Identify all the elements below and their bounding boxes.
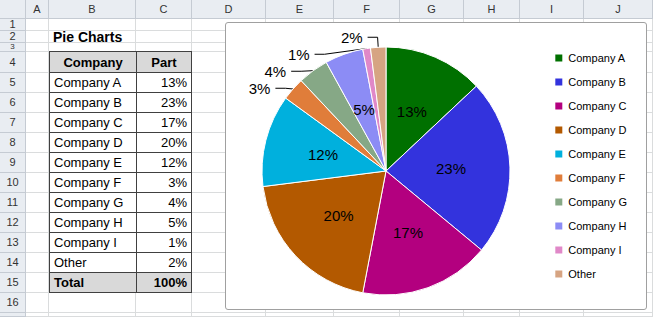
html-text:8: 8 [9,136,16,148]
html-text:Part: Part [151,54,177,70]
html-text:J: J [615,3,621,15]
html-text:H: H [487,3,496,15]
html-text:13: 13 [6,236,19,248]
html-text:5%: 5% [168,215,187,230]
svg-text:Company B: Company B [568,76,625,88]
svg-text:17%: 17% [393,224,423,241]
html-text:15: 15 [6,276,19,288]
html-text:Company B: Company B [54,95,122,110]
html-text:16: 16 [6,296,19,308]
html-text:Company A: Company A [54,75,122,90]
svg-text:Company G: Company G [568,196,627,208]
html-text:20%: 20% [161,135,187,150]
html-text:2%: 2% [168,255,187,270]
html-text:Company C: Company C [54,115,123,130]
svg-text:Company E: Company E [568,148,625,160]
svg-text:4%: 4% [264,63,286,80]
svg-text:13%: 13% [397,103,427,120]
svg-text:Company F: Company F [568,172,625,184]
html-text:23%: 23% [161,95,187,110]
html-text:13%: 13% [161,75,187,90]
html-text:100%: 100% [153,275,187,290]
svg-text:Company C: Company C [568,100,626,112]
svg-text:12%: 12% [308,146,338,163]
html-text:12%: 12% [161,155,187,170]
html-text:2: 2 [9,30,16,42]
html-text:3%: 3% [168,175,187,190]
html-text:A: A [33,3,41,15]
html-text:Company G: Company G [54,195,124,210]
svg-text:3%: 3% [249,80,271,97]
html-text:5: 5 [9,76,16,88]
html-text:Company H: Company H [54,215,123,230]
html-text:G: G [427,3,436,15]
html-text:Company: Company [63,54,123,70]
html-text:1: 1 [9,18,16,30]
html-text:4: 4 [9,56,16,68]
html-text:3: 3 [10,42,15,51]
html-text:7: 7 [9,116,16,128]
svg-text:20%: 20% [324,207,354,224]
html-text:C: C [159,3,168,15]
html-text:9: 9 [9,156,16,168]
html-text:11: 11 [6,196,19,208]
html-text:12: 12 [6,216,19,228]
html-text:I: I [550,3,553,15]
html-text:Company I: Company I [54,235,117,250]
svg-text:Company D: Company D [568,124,626,136]
html-text:Company F: Company F [54,175,122,190]
svg-text:2%: 2% [341,29,363,46]
svg-text:Company H: Company H [568,220,626,232]
html-text:Total: Total [54,275,85,290]
html-text:F: F [363,3,370,15]
html-text:B: B [88,3,96,15]
svg-text:Company A: Company A [568,52,626,64]
html-text:Company E: Company E [54,155,122,170]
html-text:4%: 4% [168,195,187,210]
svg-text:1%: 1% [288,46,310,63]
html-text:D: D [224,3,233,15]
svg-text:Other: Other [568,268,596,280]
html-text:6: 6 [9,96,16,108]
html-text:Company D: Company D [54,135,123,150]
svg-text:5%: 5% [353,101,375,118]
html-text:Pie Charts: Pie Charts [53,29,123,45]
svg-text:23%: 23% [436,160,466,177]
html-text:17%: 17% [161,115,187,130]
svg-text:Company I: Company I [568,244,621,256]
html-text:E: E [295,3,304,15]
html-text:14: 14 [6,256,19,268]
html-text:10: 10 [6,176,19,188]
html-text:Other: Other [54,255,87,270]
html-text:1%: 1% [168,235,187,250]
